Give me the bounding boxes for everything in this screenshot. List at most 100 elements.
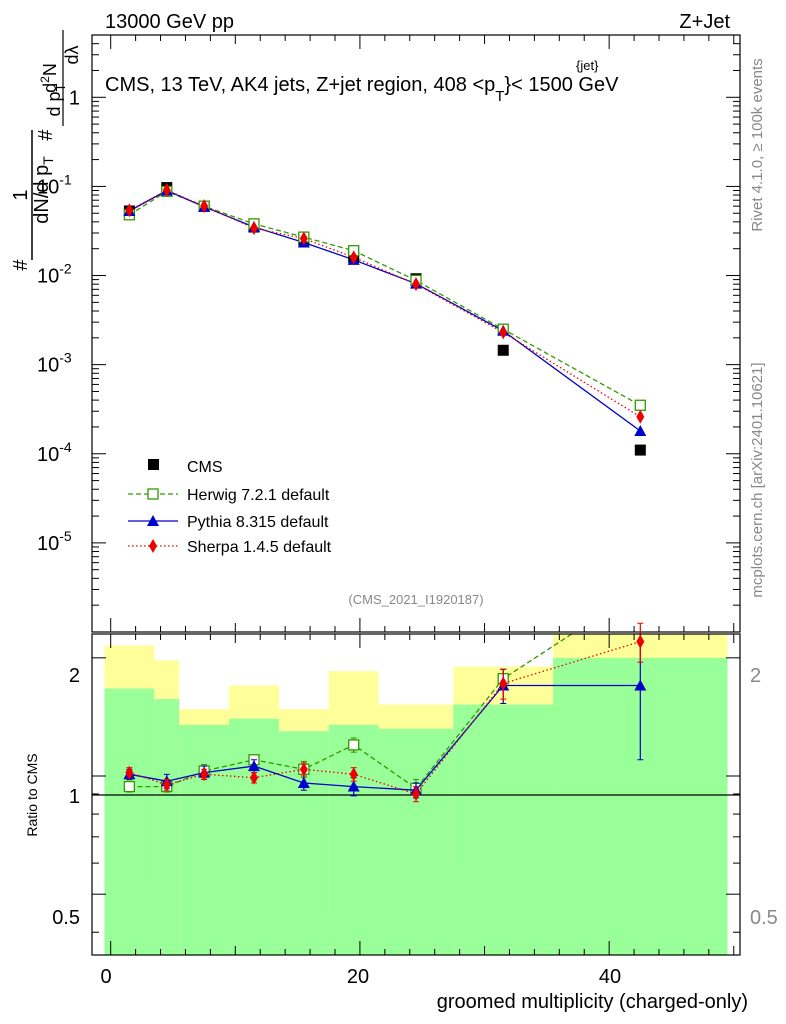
ylabel-slash: / [31, 192, 53, 198]
y-tick-label: 10-2 [37, 261, 72, 288]
x-tick-label-20: 20 [347, 966, 369, 988]
ylabel-n: N [40, 63, 60, 76]
pythia-ratio-point [347, 780, 360, 792]
sherpa-ratio-point [125, 765, 134, 780]
y-tick-exponent: -2 [59, 261, 72, 277]
ylabel-dn: dN [31, 198, 53, 224]
x-axis-label: groomed multiplicity (charged-only) [437, 991, 748, 1013]
sherpa-ratio-point [499, 676, 508, 691]
ylabel-dlambda: dλ [62, 45, 82, 64]
plot-title-prefix: CMS, 13 TeV, AK4 jets, Z+jet region, 408… [105, 74, 495, 96]
y-tick-exponent: -3 [59, 350, 72, 366]
legend-cms-label: CMS [187, 459, 223, 476]
ratio-tick-0-5: 0.5 [52, 907, 80, 929]
x-tick-label-0: 0 [100, 966, 111, 988]
legend: CMS Herwig 7.2.1 default Pythia 8.315 de… [128, 459, 332, 556]
legend-sherpa-label: Sherpa 1.4.5 default [187, 539, 332, 556]
y-tick-base: 10 [37, 533, 59, 555]
sherpa-point [299, 231, 308, 246]
plot-title-suffix: }< 1500 GeV [504, 74, 619, 96]
pythia-ratio-point [634, 679, 647, 691]
sherpa-ratio-point [349, 767, 358, 782]
ratio-tick-2: 2 [69, 665, 80, 687]
y-tick-label: 10-1 [37, 171, 72, 198]
ylabel-sub-t2: T [53, 83, 68, 91]
green-band-bin [179, 724, 230, 955]
upper-frame [91, 34, 741, 633]
green-band-bin [229, 718, 279, 955]
y-tick-label: 1 [69, 87, 80, 109]
ylabel-one: 1 [10, 189, 32, 200]
y-tick-exponent: -5 [59, 528, 72, 544]
ratio-ylabel: Ratio to CMS [24, 753, 40, 836]
y-tick-base: 10 [37, 266, 59, 288]
pythia-ratio-point [248, 760, 260, 772]
x-tick-label-40: 40 [599, 966, 621, 988]
sherpa-point [162, 183, 171, 198]
ylabel-d2n: d2N [38, 63, 60, 93]
y-axis-label: 1 # dN/d pT # d pT d2N dλ [10, 30, 82, 271]
herwig-ratio-point [123, 780, 136, 793]
plot-title: CMS, 13 TeV, AK4 jets, Z+jet region, 408… [105, 74, 619, 105]
ylabel-dp-2: d p [44, 91, 64, 116]
ratio-tick-2-right: 2 [750, 665, 761, 687]
y-tick-label: 10-5 [37, 528, 72, 555]
sherpa-point [125, 203, 134, 218]
sherpa-point [636, 409, 645, 424]
y-tick-base: 10 [37, 355, 59, 377]
ylabel-sub-t1: T [40, 156, 56, 165]
herwig-ratio-point [348, 739, 360, 751]
herwig-point [634, 399, 646, 411]
ylabel-hash-1: # [10, 259, 32, 271]
legend-pythia-label: Pythia 8.315 default [187, 514, 329, 531]
upper-axis-ticks [92, 34, 740, 633]
ratio-frame [91, 633, 741, 956]
upper-axis-labels: 10-510-410-310-210-11 [37, 87, 80, 555]
ylabel-denominator: dN/d pT [31, 156, 56, 224]
pythia-ratio-point [297, 776, 310, 788]
y-tick-exponent: -4 [59, 439, 72, 455]
legend-sherpa-marker [149, 539, 157, 553]
sherpa-ratio-point [636, 634, 645, 649]
sherpa-ratio-point [299, 762, 308, 777]
cms-point [497, 344, 509, 356]
sherpa-ratio-line [129, 640, 641, 795]
sherpa-point [349, 250, 358, 265]
legend-pythia-marker [147, 515, 159, 526]
ylabel-dp: d p [31, 165, 53, 193]
green-band-bin [104, 688, 155, 955]
sherpa-ratio-point [200, 767, 209, 782]
side-mcplots-label: mcplots.cern.ch [arXiv:2401.10621] [749, 362, 766, 597]
y-tick-label: 10-3 [37, 350, 72, 377]
y-tick-label: 10-4 [37, 439, 72, 466]
ratio-tick-1: 1 [69, 786, 80, 808]
ratio-axis-ticks [92, 634, 740, 955]
legend-herwig-marker [147, 488, 159, 500]
plot-title-sub: T [495, 88, 504, 105]
sherpa-ratio-point [250, 770, 258, 785]
sherpa-ratio-point [162, 777, 171, 792]
green-band-bin [453, 704, 554, 955]
pythia-line [129, 189, 641, 432]
green-band-bin [154, 699, 180, 955]
cms-point [634, 444, 646, 456]
legend-herwig-label: Herwig 7.2.1 default [187, 487, 330, 504]
sherpa-point [200, 199, 209, 214]
y-tick-exponent: -1 [59, 171, 72, 187]
y-tick-base: 10 [37, 176, 59, 198]
green-band-bin [328, 724, 379, 955]
header-left: 13000 GeV pp [105, 11, 234, 33]
side-rivet-label: Rivet 4.1.0, ≥ 100k events [749, 58, 766, 231]
ratio-series [123, 622, 647, 803]
ratio-tick-0-5-right: 0.5 [750, 907, 778, 929]
analysis-tag: (CMS_2021_I1920187) [348, 592, 483, 607]
plot-title-sup: {jet} [576, 58, 599, 73]
y-tick-base: 10 [37, 444, 59, 466]
sherpa-point [412, 277, 420, 292]
sherpa-point [250, 221, 258, 236]
ylabel-d: d [40, 83, 60, 93]
ylabel-sup-2: 2 [38, 76, 52, 83]
sherpa-line [129, 189, 641, 418]
upper-series [123, 182, 647, 456]
